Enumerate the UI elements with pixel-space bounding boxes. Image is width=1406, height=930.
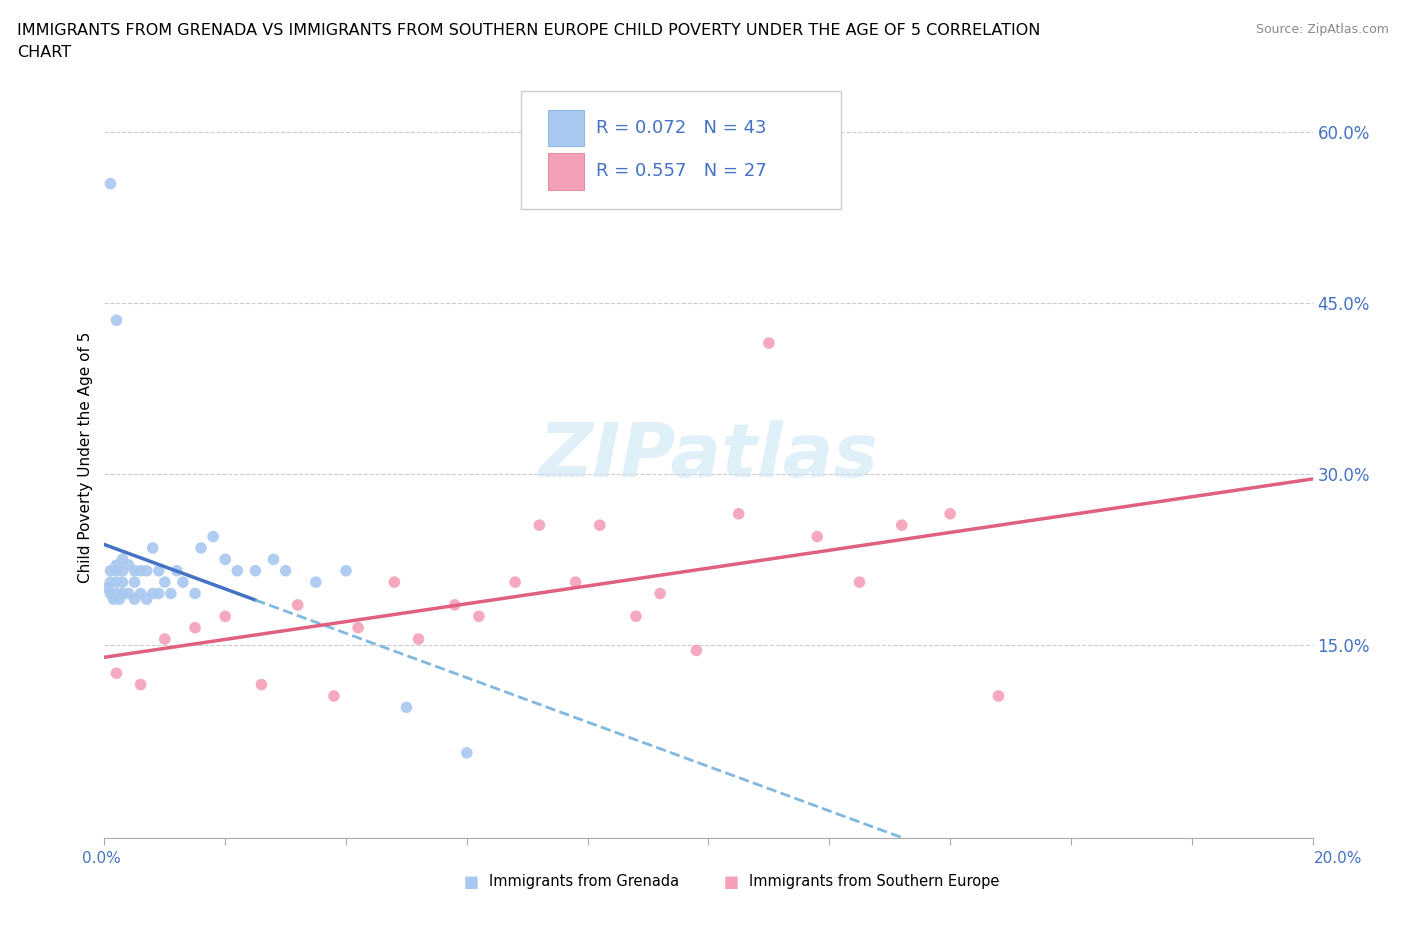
- Point: [214, 609, 236, 624]
- Point: [148, 564, 170, 578]
- Y-axis label: Child Poverty Under the Age of 5: Child Poverty Under the Age of 5: [79, 331, 93, 582]
- Point: [274, 564, 297, 578]
- Text: ▪: ▪: [723, 870, 740, 894]
- Point: [124, 591, 146, 606]
- Point: [503, 575, 526, 590]
- Point: [100, 575, 122, 590]
- Point: [129, 564, 152, 578]
- Point: [335, 564, 357, 578]
- Point: [166, 564, 188, 578]
- Text: IMMIGRANTS FROM GRENADA VS IMMIGRANTS FROM SOUTHERN EUROPE CHILD POVERTY UNDER T: IMMIGRANTS FROM GRENADA VS IMMIGRANTS FR…: [17, 23, 1040, 38]
- Point: [758, 336, 780, 351]
- Point: [105, 312, 128, 327]
- Point: [190, 540, 212, 555]
- Point: [395, 700, 418, 715]
- Point: [124, 564, 146, 578]
- Point: [148, 586, 170, 601]
- Point: [105, 666, 128, 681]
- Point: [184, 620, 207, 635]
- Point: [382, 575, 405, 590]
- Text: CHART: CHART: [17, 45, 70, 60]
- Text: ▪: ▪: [463, 870, 479, 894]
- Point: [153, 631, 176, 646]
- Point: [456, 746, 478, 761]
- Point: [100, 176, 122, 191]
- Point: [111, 575, 134, 590]
- Point: [129, 677, 152, 692]
- Point: [727, 506, 749, 521]
- Text: Immigrants from Grenada: Immigrants from Grenada: [489, 874, 679, 889]
- Point: [117, 558, 139, 573]
- Point: [153, 575, 176, 590]
- Point: [117, 586, 139, 601]
- Point: [105, 575, 128, 590]
- Point: [287, 597, 309, 612]
- Point: [142, 540, 165, 555]
- Point: [347, 620, 370, 635]
- FancyBboxPatch shape: [522, 91, 841, 209]
- Point: [564, 575, 586, 590]
- Text: 0.0%: 0.0%: [82, 851, 121, 866]
- Point: [987, 688, 1010, 703]
- Text: 20.0%: 20.0%: [1315, 851, 1362, 866]
- Point: [226, 564, 249, 578]
- Point: [100, 586, 122, 601]
- Point: [468, 609, 491, 624]
- Point: [408, 631, 430, 646]
- Point: [848, 575, 870, 590]
- Point: [105, 564, 128, 578]
- Point: [214, 551, 236, 566]
- Text: ZIPatlas: ZIPatlas: [538, 420, 879, 494]
- Point: [589, 518, 612, 533]
- Bar: [548, 110, 583, 146]
- Point: [111, 586, 134, 601]
- Point: [96, 580, 118, 595]
- Point: [939, 506, 962, 521]
- Point: [124, 575, 146, 590]
- Point: [135, 591, 157, 606]
- Point: [111, 564, 134, 578]
- Bar: [548, 153, 583, 190]
- Point: [443, 597, 465, 612]
- Point: [250, 677, 273, 692]
- Point: [184, 586, 207, 601]
- Point: [172, 575, 194, 590]
- Point: [890, 518, 912, 533]
- Point: [160, 586, 183, 601]
- Point: [263, 551, 285, 566]
- Point: [129, 586, 152, 601]
- Text: Immigrants from Southern Europe: Immigrants from Southern Europe: [749, 874, 1000, 889]
- Point: [142, 586, 165, 601]
- Point: [305, 575, 328, 590]
- Point: [245, 564, 267, 578]
- Point: [806, 529, 828, 544]
- Point: [529, 518, 551, 533]
- Text: Source: ZipAtlas.com: Source: ZipAtlas.com: [1256, 23, 1389, 36]
- Text: R = 0.072   N = 43: R = 0.072 N = 43: [596, 119, 766, 137]
- Point: [624, 609, 647, 624]
- Point: [650, 586, 672, 601]
- Point: [108, 591, 131, 606]
- Point: [202, 529, 225, 544]
- Point: [105, 586, 128, 601]
- Point: [111, 551, 134, 566]
- Point: [100, 564, 122, 578]
- Text: R = 0.557   N = 27: R = 0.557 N = 27: [596, 162, 766, 179]
- Point: [323, 688, 346, 703]
- Point: [105, 558, 128, 573]
- Point: [135, 564, 157, 578]
- Point: [103, 591, 125, 606]
- Point: [685, 643, 707, 658]
